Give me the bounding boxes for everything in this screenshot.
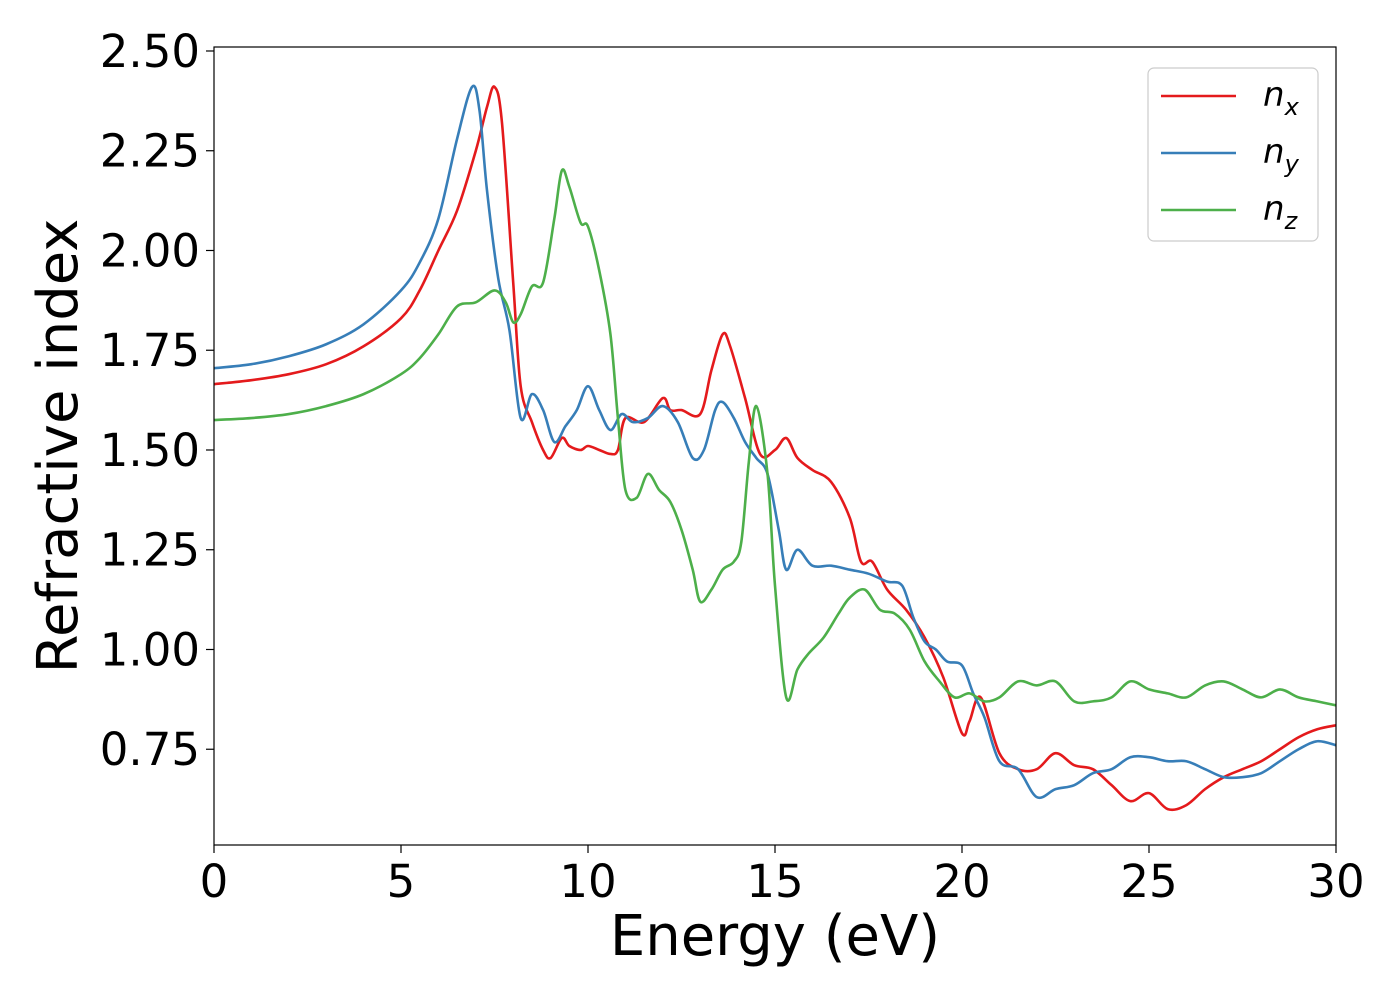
x-tick-label: 15 [746,855,803,908]
series-layer [214,84,1336,812]
legend-label-subscript: z [1284,207,1299,235]
y-tick-label: 2.00 [100,224,200,277]
x-tick-label: 20 [933,855,990,908]
legend-label-base: n [1263,132,1285,172]
legend-label-base: n [1263,189,1285,229]
y-tick-label: 0.75 [100,723,200,776]
x-axis-label: Energy (eV) [610,904,940,969]
series-line-z [214,168,1336,707]
legend-label-subscript: x [1284,93,1300,121]
y-tick-label: 1.75 [100,324,200,377]
x-axis: 0 5 10 15 20 25 30 [200,845,1365,908]
legend-label-z: nz [1263,189,1299,235]
series-line-y [214,84,1336,800]
x-tick-label: 10 [559,855,616,908]
series-line-x [214,85,1336,812]
y-axis: 0.75 1.00 1.25 1.50 1.75 2.00 2.25 2.50 [100,25,214,776]
x-tick-label: 5 [387,855,416,908]
y-tick-label: 2.50 [100,25,200,78]
legend-label-y: ny [1263,132,1300,178]
y-tick-label: 1.25 [100,524,200,577]
x-tick-label: 30 [1307,855,1364,908]
x-tick-label: 0 [200,855,229,908]
y-tick-label: 1.00 [100,623,200,676]
y-tick-label: 2.25 [100,125,200,178]
legend-label-x: nx [1263,75,1300,121]
x-tick-label: 25 [1120,855,1177,908]
y-axis-label: Refractive index [26,219,91,674]
legend-label-base: n [1263,75,1285,115]
legend-box [1147,67,1319,242]
y-tick-label: 1.50 [100,424,200,477]
legend-label-subscript: y [1284,150,1300,178]
